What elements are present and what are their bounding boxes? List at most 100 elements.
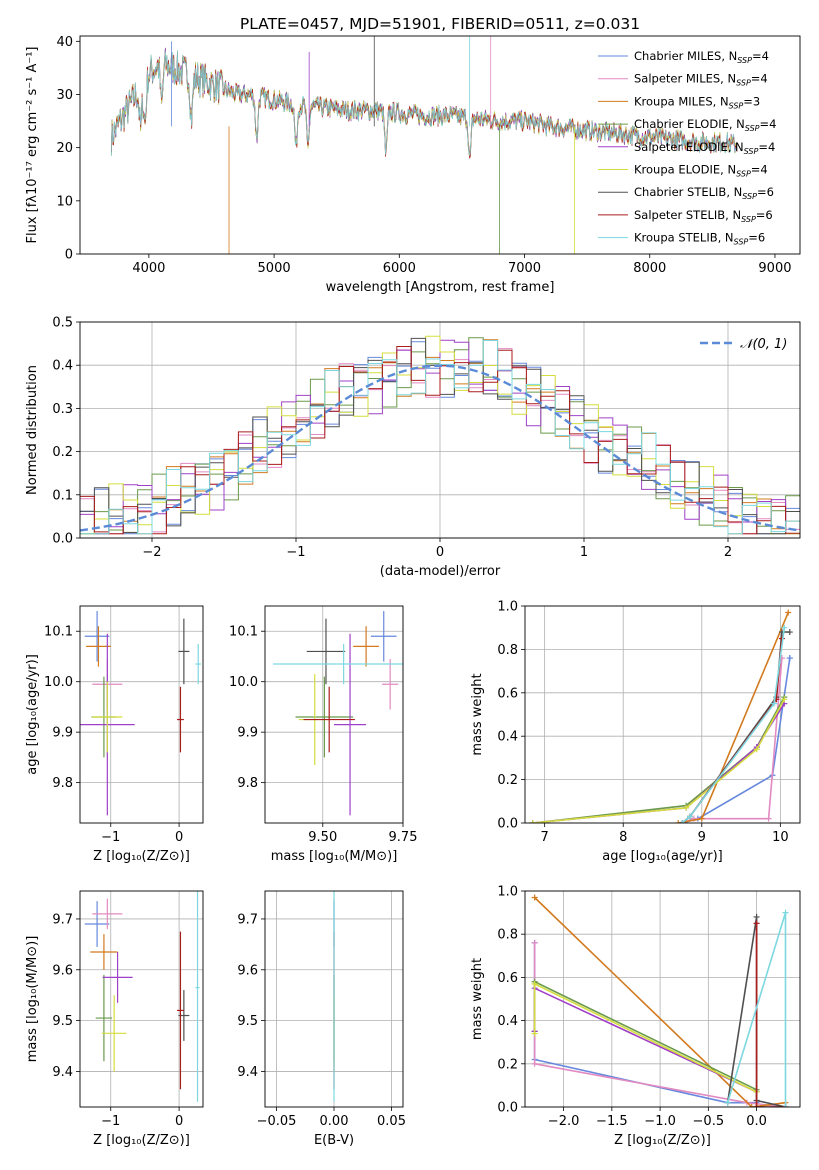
y-axis-label: Normed distribution [25, 365, 40, 495]
y-tick-label: 9.8 [237, 776, 258, 791]
x-tick-label: −1 [101, 830, 120, 845]
weight-marker [753, 746, 760, 753]
weight-marker [786, 655, 793, 662]
panel-residual-histogram: −2 −1 0 1 2 0.0 0.1 0.2 0.3 0.4 0.5 (data-model)/er… [25, 316, 801, 579]
y-tick-label: 0.4 [52, 359, 73, 374]
x-tick-label: 8000 [633, 261, 666, 276]
y-tick-label: 20 [56, 141, 73, 156]
legend-subscript: SSP [734, 238, 749, 247]
y-tick-label: 30 [56, 88, 73, 103]
y-tick-label: 9.5 [52, 1014, 73, 1029]
weight-marker [687, 813, 693, 820]
plot-area [110, 36, 738, 254]
y-tick-label: 0.2 [497, 1057, 518, 1072]
y-tick-label: 9.4 [52, 1065, 73, 1080]
y-tick-label: 0 [65, 248, 73, 263]
x-tick-label: 9000 [758, 261, 791, 276]
weight-marker [679, 820, 686, 823]
y-tick-label: 0.0 [497, 1101, 518, 1116]
y-tick-label: 9.4 [237, 1065, 258, 1080]
weight-marker [683, 804, 690, 811]
axes-frame [79, 890, 204, 1108]
y-tick-label: 0.2 [497, 773, 518, 788]
histogram-step [80, 339, 800, 535]
weight-line [681, 631, 790, 823]
weight-marker [531, 1030, 538, 1037]
y-tick-label: 9.9 [52, 726, 73, 741]
histogram-step [80, 346, 800, 535]
legend-text: =4 [760, 117, 777, 131]
y-tick-label: 0.5 [52, 316, 73, 331]
x-tick-label: 7 [541, 830, 549, 845]
legend-text: Chabrier MILES, N [634, 49, 737, 63]
y-tick-label: 0.1 [52, 488, 73, 503]
y-tick-label: 9.8 [52, 776, 73, 791]
x-tick-label: 10 [772, 830, 789, 845]
weight-marker [531, 894, 538, 901]
axes-frame [524, 605, 801, 824]
plot-area [273, 611, 403, 816]
plot-area [80, 611, 201, 816]
weight-marker [765, 815, 772, 822]
legend-label: Kroupa MILES, NSSP=3 [634, 94, 760, 110]
x-tick-label: 4000 [132, 261, 165, 276]
x-tick-label: 9 [698, 830, 706, 845]
legend-text: Kroupa STELIB, N [634, 231, 734, 245]
y-tick-label: 0.8 [497, 928, 518, 943]
x-tick-label: 6000 [383, 261, 416, 276]
weight-marker [531, 1060, 538, 1067]
legend-text: Kroupa MILES, N [634, 94, 729, 108]
x-tick-label: −2 [142, 545, 161, 560]
y-tick-label: 10.0 [44, 675, 73, 690]
weight-marker [782, 1104, 789, 1107]
y-tick-label: 9.7 [237, 912, 258, 927]
x-axis-label: Z [log₁₀(Z/Z⊙)] [614, 1133, 711, 1148]
x-tick-label: 0 [175, 830, 183, 845]
weight-marker [753, 1104, 760, 1107]
x-tick-label: 0 [436, 545, 444, 560]
weight-marker [771, 700, 778, 707]
x-axis-label: wavelength [Angstrom, rest frame] [326, 280, 555, 295]
plot-area [529, 609, 793, 823]
legend-label: Salpeter ELODIE, NSSP=4 [634, 140, 775, 156]
panel-age-vs-mass: 9.50 9.75 9.8 9.9 10.0 10.1 mass [log₁₀(M/M⊙)] [229, 605, 418, 864]
axes-frame [264, 890, 404, 1108]
weight-marker [786, 629, 793, 636]
legend-subscript: SSP [745, 124, 760, 133]
y-tick-label: 10.1 [229, 625, 258, 640]
y-axis-label: mass weight [470, 958, 485, 1040]
plot-area [84, 891, 200, 1102]
y-axis-label: age [log₁₀(age/yr)] [25, 654, 40, 775]
weight-marker [753, 913, 760, 920]
x-tick-label: 0.05 [377, 1114, 406, 1129]
x-axis-label: Z [log₁₀(Z/Z⊙)] [93, 849, 190, 864]
y-axis-label: mass weight [470, 673, 485, 755]
y-axis-label: mass [log₁₀(M/M⊙)] [25, 936, 40, 1063]
legend-subscript: SSP [741, 215, 756, 224]
legend-text: =4 [751, 163, 768, 177]
plot-area [80, 335, 800, 535]
weight-marker [531, 939, 538, 946]
x-axis-label: age [log₁₀(age/yr)] [602, 849, 723, 864]
weight-marker [781, 696, 788, 703]
x-tick-label: 9.75 [389, 830, 418, 845]
legend-text: Chabrier STELIB, N [634, 185, 742, 199]
y-tick-label: 0.8 [497, 643, 518, 658]
x-tick-label: 0.00 [320, 1114, 349, 1129]
x-tick-label: −0.5 [693, 1114, 725, 1129]
weight-marker [785, 609, 792, 616]
weight-line [533, 982, 758, 1107]
weight-line [678, 612, 789, 823]
y-tick-label: 10 [56, 194, 73, 209]
y-tick-label: 9.6 [237, 963, 258, 978]
y-tick-label: 0.4 [497, 730, 518, 745]
y-tick-label: 1.0 [497, 885, 518, 900]
legend-label: 𝒩(0, 1) [740, 337, 787, 352]
panel-mass-vs-EBV: −0.05 0.00 0.05 9.4 9.5 9.6 9.7 E(B-V) [237, 890, 406, 1148]
weight-marker [529, 820, 536, 823]
x-tick-label: 2 [724, 545, 732, 560]
legend-label: Kroupa ELODIE, NSSP=4 [634, 163, 768, 179]
x-axis-label: (data-model)/error [380, 564, 501, 579]
legend-text: =6 [757, 185, 774, 199]
